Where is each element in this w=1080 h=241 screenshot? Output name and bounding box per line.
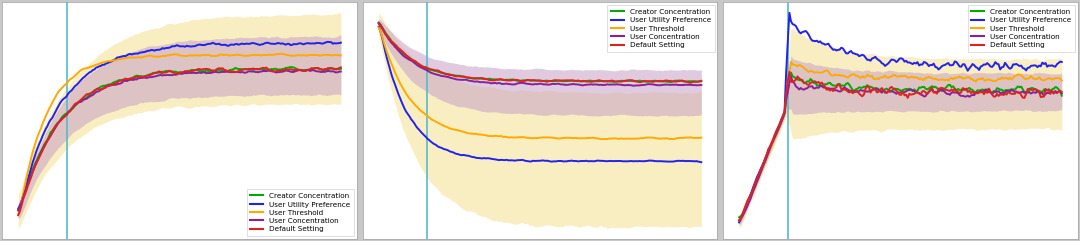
Legend: Creator Concentration, User Utility Preference, User Threshold, User Concentrati: Creator Concentration, User Utility Pref… xyxy=(607,5,715,52)
Legend: Creator Concentration, User Utility Preference, User Threshold, User Concentrati: Creator Concentration, User Utility Pref… xyxy=(968,5,1075,52)
Legend: Creator Concentration, User Utility Preference, User Threshold, User Concentrati: Creator Concentration, User Utility Pref… xyxy=(247,189,354,236)
